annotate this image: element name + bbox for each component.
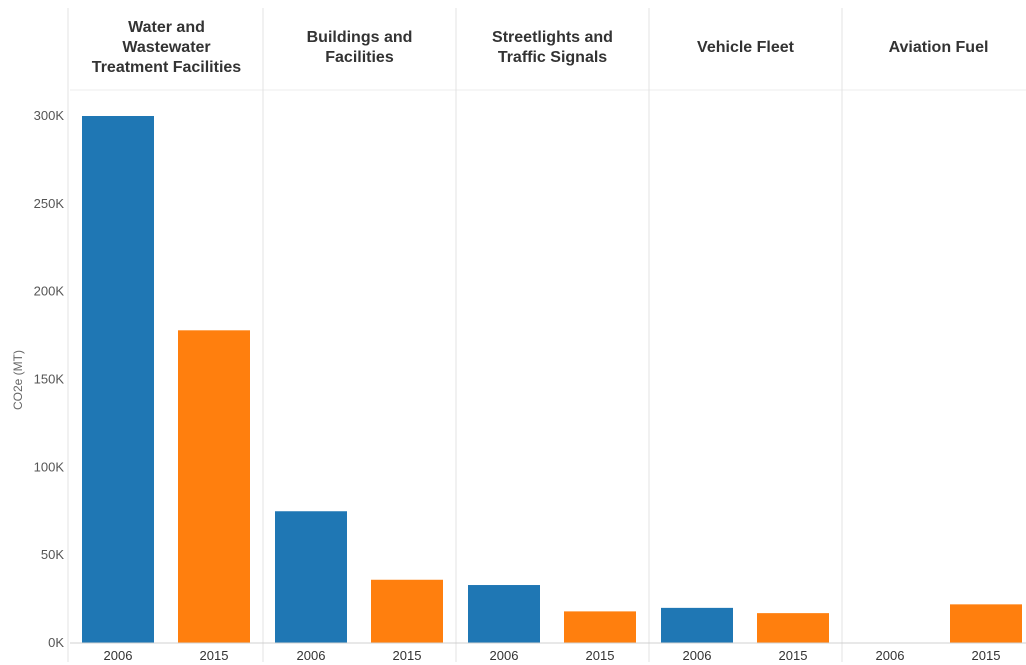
bars bbox=[82, 116, 1022, 643]
x-tick-label: 2006 bbox=[104, 648, 133, 663]
x-axis: 2006 2015 2006 2015 2006 2015 2006 2015 2006 2015 bbox=[70, 642, 1026, 663]
x-tick-label: 2015 bbox=[200, 648, 229, 663]
y-axis: 0K 50K 100K 150K 200K 250K 300K CO2e (MT) bbox=[11, 108, 64, 650]
y-tick-label: 50K bbox=[41, 547, 64, 562]
bar-2015 bbox=[950, 604, 1022, 643]
x-tick-label: 2006 bbox=[297, 648, 326, 663]
panel-separators bbox=[67, 8, 1026, 662]
x-tick-label: 2015 bbox=[586, 648, 615, 663]
bar-2015 bbox=[178, 330, 250, 643]
y-axis-title: CO2e (MT) bbox=[11, 350, 25, 410]
panel-title: Buildings and bbox=[307, 29, 413, 46]
y-tick-label: 0K bbox=[48, 635, 64, 650]
bar-2006 bbox=[275, 511, 347, 643]
bar-2015 bbox=[757, 613, 829, 643]
y-tick-label: 250K bbox=[34, 196, 65, 211]
x-tick-label: 2015 bbox=[393, 648, 422, 663]
x-tick-label: 2006 bbox=[876, 648, 905, 663]
panel-title: Wastewater bbox=[122, 39, 210, 56]
panel-titles: Water and Wastewater Treatment Facilities B… bbox=[92, 19, 989, 76]
panel-title: Traffic Signals bbox=[498, 49, 607, 66]
y-tick-label: 300K bbox=[34, 108, 65, 123]
panel-title: Water and bbox=[128, 19, 205, 36]
bar-2015 bbox=[371, 579, 443, 643]
bar-2006 bbox=[82, 116, 154, 643]
x-tick-label: 2006 bbox=[683, 648, 712, 663]
x-tick-label: 2015 bbox=[779, 648, 808, 663]
panel-title: Streetlights and bbox=[492, 29, 613, 46]
panel-title: Treatment Facilities bbox=[92, 59, 241, 76]
panel-title: Aviation Fuel bbox=[889, 39, 989, 56]
x-tick-label: 2006 bbox=[490, 648, 519, 663]
bar-2015 bbox=[564, 611, 636, 643]
panel-title: Vehicle Fleet bbox=[697, 39, 795, 56]
bar-2006 bbox=[661, 607, 733, 643]
x-tick-label: 2015 bbox=[972, 648, 1001, 663]
bar-2006 bbox=[468, 585, 540, 643]
panel-title: Facilities bbox=[325, 49, 394, 66]
y-tick-label: 100K bbox=[34, 459, 65, 474]
y-tick-label: 150K bbox=[34, 372, 65, 387]
y-tick-label: 200K bbox=[34, 284, 65, 299]
